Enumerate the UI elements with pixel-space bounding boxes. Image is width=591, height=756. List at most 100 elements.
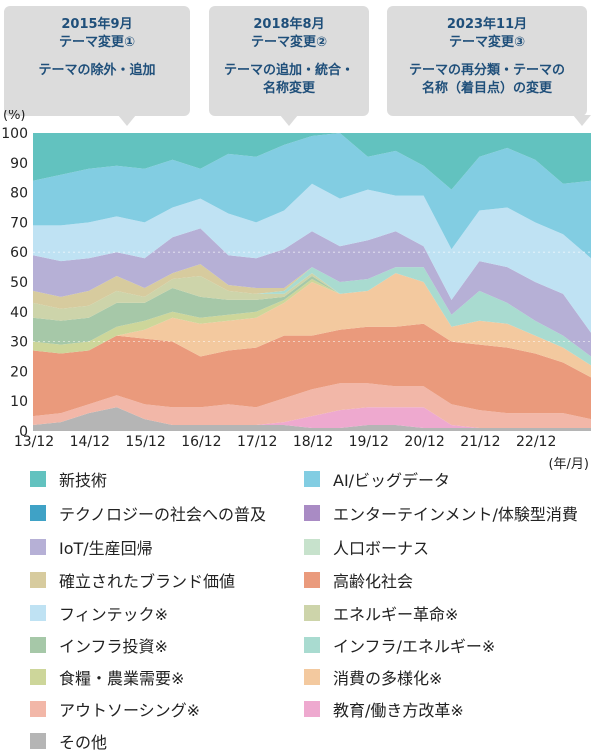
legend-swatch [30, 701, 46, 717]
stacked-area-chart: 0 10 20 30 40 50 60 70 80 90 100 (%) 13/12 14/12 15/12… [1, 110, 591, 470]
x-tick-label: 21/12 [460, 434, 500, 450]
callout-2023: 2023年11月 テーマ変更③ テーマの再分類・テーマの 名称（着目点）の変更 [387, 6, 591, 126]
x-tick-label: 14/12 [70, 434, 110, 450]
x-tick-label: 13/12 [14, 434, 54, 450]
y-tick-label: 80 [10, 186, 28, 202]
legend-item: 人口ボーナス [304, 536, 429, 558]
legend-item: その他 [30, 730, 107, 752]
callout-title: テーマ変更③ [448, 35, 525, 50]
legend-item: エネルギー革命※ [304, 602, 458, 624]
callout-2015: 2015年9月 テーマ変更① テーマの除外・追加 [4, 6, 190, 126]
legend-label: その他 [59, 733, 108, 752]
legend-swatch [30, 637, 46, 653]
x-tick-label: 17/12 [237, 434, 277, 450]
legend-label: インフラ/エネルギー※ [333, 637, 496, 656]
y-tick-label: 10 [10, 394, 28, 410]
area-series [33, 407, 591, 428]
legend-item: フィンテック※ [30, 602, 168, 624]
legend-item: 消費の多様化※ [304, 666, 442, 688]
legend-swatch [30, 471, 46, 487]
area-series [33, 323, 591, 420]
legend-label: フィンテック※ [59, 605, 169, 624]
callout-pointer [118, 115, 136, 126]
x-tick-label: 19/12 [349, 434, 389, 450]
area-series [33, 273, 591, 366]
legend-label: インフラ投資※ [59, 637, 168, 656]
area-series [33, 273, 591, 378]
legend-swatch [30, 669, 46, 685]
legend-swatch [304, 539, 320, 555]
legend-label: 教育/働き方改革※ [333, 701, 464, 720]
legend-label: 確立されたブランド価値 [59, 572, 236, 591]
x-axis-unit: (年/月) [548, 457, 589, 470]
legend-swatch [30, 505, 46, 521]
legend-swatch [304, 572, 320, 588]
legend-label: 新技術 [59, 471, 108, 490]
legend-label: エネルギー革命※ [333, 605, 459, 624]
legend-swatch [304, 471, 320, 487]
callout-date: 2015年9月 [61, 17, 133, 32]
legend-label: 高齢化社会 [333, 572, 414, 591]
x-tick-label: 20/12 [404, 434, 444, 450]
x-tick-label: 18/12 [293, 434, 333, 450]
legend-item: テクノロジーの社会への普及 [30, 502, 266, 524]
legend-label: 人口ボーナス [333, 539, 430, 558]
legend-label: エンターテインメント/体験型消費 [333, 505, 578, 524]
y-tick-label: 40 [10, 305, 28, 321]
legend-swatch [30, 572, 46, 588]
area-series [33, 383, 591, 428]
legend-item: インフラ/エネルギー※ [304, 634, 495, 656]
legend-label: 食糧・農業需要※ [59, 669, 185, 688]
callout-desc: 名称変更 [262, 81, 315, 96]
y-tick-label: 20 [10, 364, 28, 380]
legend-label: テクノロジーの社会への普及 [59, 505, 267, 524]
legend-swatch [304, 701, 320, 717]
callout-2018: 2018年8月 テーマ変更② テーマの追加・統合・ 名称変更 [209, 6, 369, 126]
legend-item: エンターテインメント/体験型消費 [304, 502, 578, 524]
legend-swatch [30, 605, 46, 621]
y-tick-label: 50 [10, 275, 28, 291]
legend-item: 食糧・農業需要※ [30, 666, 184, 688]
callout-date: 2018年8月 [253, 17, 325, 32]
y-tick-label: 70 [10, 215, 28, 231]
area-series [33, 267, 591, 366]
legend-item: 確立されたブランド価値 [30, 569, 235, 591]
legend-label: IoT/生産回帰 [59, 539, 153, 558]
area-series [33, 133, 591, 190]
y-tick-label: 0 [19, 424, 28, 440]
legend-label: アウトソーシング※ [59, 701, 201, 720]
callout-title: テーマ変更② [250, 35, 327, 50]
callout-pointer [280, 115, 298, 126]
y-tick-label: 100 [1, 126, 28, 142]
legend-swatch [30, 539, 46, 555]
callout-desc: テーマの追加・統合・ [223, 63, 354, 78]
legend-item: 高齢化社会 [304, 569, 413, 591]
legend-item: インフラ投資※ [30, 634, 168, 656]
area-series [33, 133, 591, 259]
legend-item: 新技術 [30, 468, 107, 490]
callout-desc: 名称（着目点）の変更 [421, 81, 552, 96]
legend-swatch [304, 669, 320, 685]
callout-title: テーマ変更① [58, 35, 135, 50]
legend-swatch [30, 733, 46, 749]
legend-swatch [304, 605, 320, 621]
y-tick-label: 90 [10, 156, 28, 172]
callout-desc: テーマの再分類・テーマの [408, 63, 565, 78]
area-series [33, 228, 591, 357]
callout-pointer [573, 115, 591, 126]
area-series [33, 183, 591, 333]
y-tick-label: 60 [10, 245, 28, 261]
legend-swatch [304, 505, 320, 521]
x-tick-label: 16/12 [181, 434, 221, 450]
y-tick-label: 30 [10, 335, 28, 351]
legend-swatch [304, 637, 320, 653]
x-tick-label: 22/12 [516, 434, 556, 450]
legend-label: 消費の多様化※ [333, 669, 443, 688]
legend-label: AI/ビッグデータ [333, 471, 451, 490]
legend-item: アウトソーシング※ [30, 698, 200, 720]
callout-date: 2023年11月 [446, 17, 528, 32]
y-axis-unit: (%) [3, 110, 26, 123]
callout-desc: テーマの除外・追加 [38, 63, 156, 78]
legend-item: IoT/生産回帰 [30, 536, 153, 558]
x-tick-label: 15/12 [125, 434, 165, 450]
